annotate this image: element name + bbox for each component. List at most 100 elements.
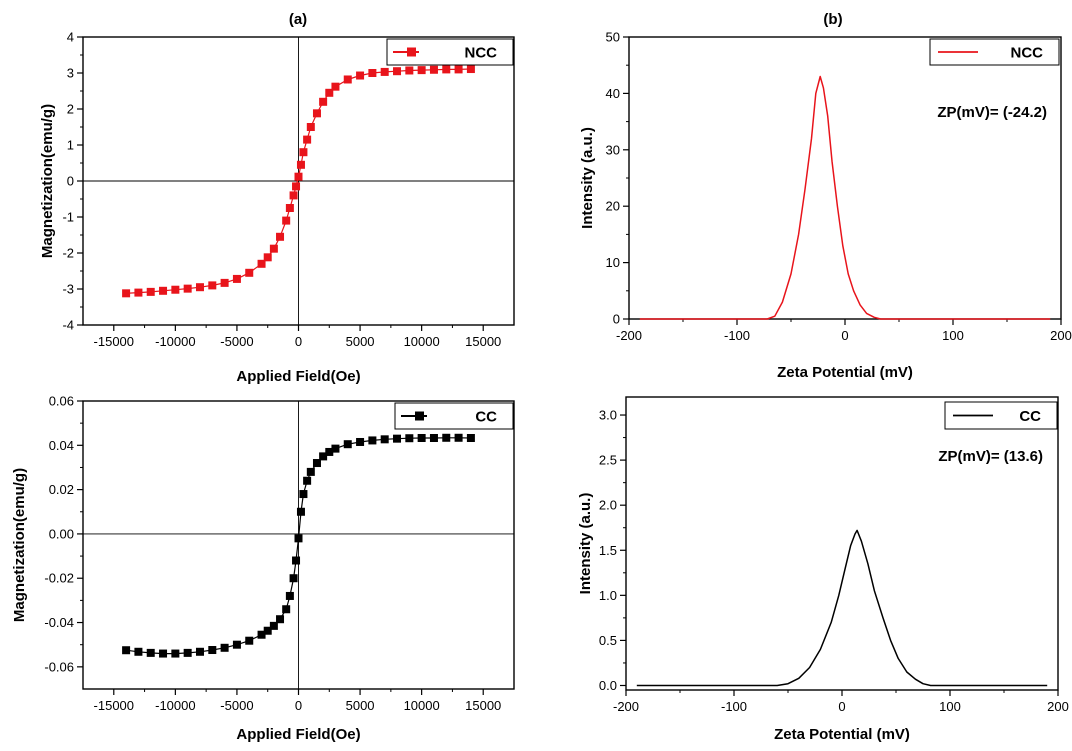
data-point [299,490,308,499]
data-point [325,447,334,456]
data-point [466,65,475,74]
zeta-annotation: ZP(mV)= (13.6) [938,448,1043,465]
data-point [122,646,131,655]
chart-1: -200 -100 0 100 200 0 10 20 30 40 50 Zeta Potential… [579,30,1072,382]
x-tick-label: -200 [613,699,639,714]
y-tick-label: -3 [62,282,74,297]
legend-marker [415,411,424,421]
y-tick-label: -4 [62,318,74,333]
y-tick-label: 0.5 [599,633,617,648]
data-point [343,75,352,84]
x-tick-label: 15000 [465,698,501,713]
data-point [356,437,365,446]
data-point [405,434,414,443]
x-tick-label: -15000 [94,334,134,349]
legend: CC [944,401,1058,430]
data-point [208,281,217,290]
data-point [417,433,426,442]
y-tick-label: 20 [606,199,620,214]
y-tick-label: 50 [606,30,620,45]
data-point [232,274,241,283]
data-point [294,534,303,543]
data-point [171,285,180,294]
data-point [282,216,291,225]
legend-label: NCC [1011,45,1044,62]
x-tick-label: 100 [942,328,964,343]
x-tick-label: 200 [1050,328,1072,343]
data-point [232,640,241,649]
data-point [282,605,291,614]
x-tick-label: 0 [295,698,302,713]
data-point [454,65,463,74]
data-point [368,69,377,77]
legend-box [944,401,1058,430]
legend-label: CC [475,409,497,426]
chart-3: -200 -100 0 100 200 0.0 0.5 1.0 1.5 2.0 2.5 3.0 Zeta… [577,396,1069,743]
data-point [442,433,451,442]
plot-frame [625,396,1059,691]
y-tick-label: 0.02 [49,482,74,497]
data-point [296,507,305,516]
data-point [393,67,402,76]
y-tick-label: 1 [67,138,74,153]
x-tick-label: 10000 [404,334,440,349]
data-point [306,123,315,131]
y-tick-label: -2 [62,246,74,261]
data-point [303,476,312,485]
data-point [276,232,285,241]
x-tick-label: 0 [841,328,848,343]
y-tick-label: 2 [67,102,74,117]
data-point [380,435,389,444]
data-point [292,556,301,565]
x-tick-label: -100 [724,328,750,343]
y-axis-title: Magnetization(emu/g) [39,104,56,258]
data-point [122,289,131,298]
data-point [208,646,217,655]
data-point [306,467,315,476]
y-axis-title: Intensity (a.u.) [579,127,596,229]
x-tick-label: 100 [939,699,961,714]
data-point [159,286,168,295]
data-point [276,615,285,624]
y-tick-label: 1.5 [599,543,617,558]
y-tick-label: 0 [613,312,620,327]
data-point [159,649,168,658]
data-point [331,82,340,91]
data-point [442,65,451,74]
x-axis-title: Applied Field(Oe) [236,726,360,743]
x-tick-label: -100 [721,699,747,714]
series-line [639,75,1051,320]
x-tick-label: -200 [616,328,642,343]
data-point [245,268,254,277]
data-point [285,204,294,212]
y-tick-label: 4 [67,30,74,45]
data-point [269,244,278,253]
data-point [171,649,180,658]
data-point [134,288,143,297]
y-tick-label: 0.06 [49,394,74,409]
data-point [319,97,328,106]
data-point [312,459,321,468]
x-tick-label: 5000 [346,334,375,349]
legend-label: CC [1019,408,1041,425]
data-point [146,287,155,296]
x-axis-title: Zeta Potential (mV) [777,364,913,381]
y-tick-label: 2.5 [599,453,617,468]
data-point [466,433,475,442]
y-tick-label: 0.00 [49,526,74,541]
x-tick-label: 0 [838,699,845,714]
data-point [183,648,192,657]
legend-marker [407,47,416,57]
panel-label-a: (a) [289,11,307,28]
y-tick-label: 0 [67,174,74,189]
data-point [303,135,312,144]
y-tick-label: 10 [606,255,620,270]
data-point [368,436,377,445]
y-tick-label: -0.02 [44,571,74,586]
x-tick-label: -10000 [155,334,195,349]
legend: NCC [929,38,1060,66]
data-point [257,630,266,639]
x-tick-label: -10000 [155,698,195,713]
y-tick-label: 0.0 [599,678,617,693]
